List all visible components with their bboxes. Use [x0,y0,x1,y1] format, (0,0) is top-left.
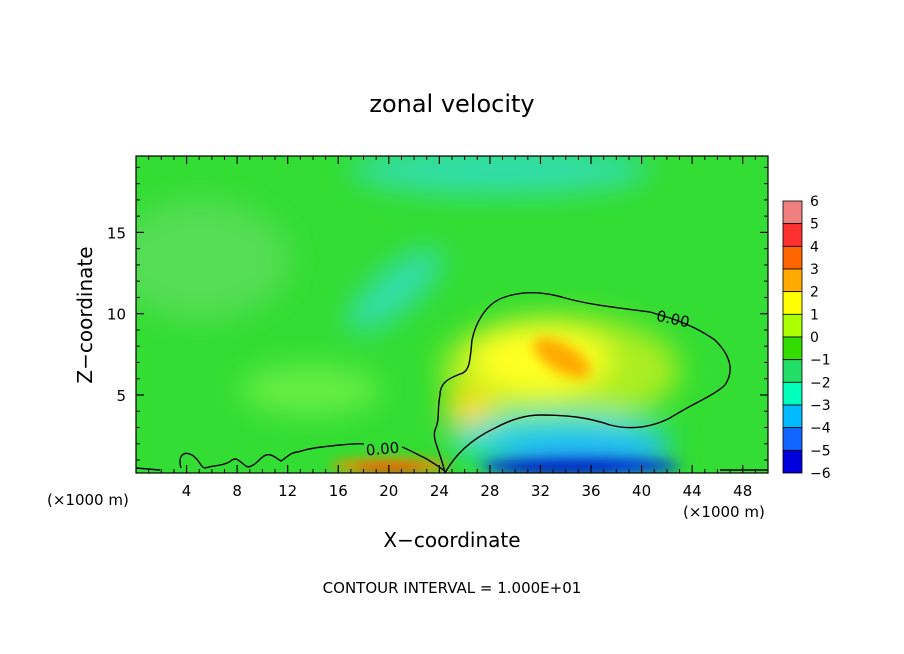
colorbar-label: 4 [810,239,819,255]
x-tick-label: 44 [683,482,702,500]
x-tick-label: 20 [379,482,398,500]
y-axis-ticks: 5 10 15 [107,166,768,461]
colorbar-label: −5 [810,443,831,459]
x-tick-label: 16 [329,482,348,500]
contour-label-lower: 0.00 [365,439,400,460]
colorbar-label: 2 [810,285,819,301]
x-tick-label: 28 [480,482,499,500]
y-tick-label: 10 [107,306,126,324]
colorbar-label: 1 [810,307,819,323]
colorbar-label: 3 [810,262,819,278]
contour-lines [136,291,768,473]
x-tick-label: 32 [531,482,550,500]
colorbar-label: 5 [810,217,819,233]
x-tick-label: 12 [278,482,297,500]
colorbar-label: 0 [810,330,819,346]
x-tick-label: 8 [232,482,242,500]
colorbar: 6 5 4 3 2 1 0 −1 −2 −3 −4 −5 −6 [782,194,831,482]
y-tick-label: 5 [116,387,126,405]
x-tick-label: 24 [430,482,449,500]
x-axis-ticks: 4 8 12 16 20 24 28 32 36 40 44 48 [148,156,756,500]
colorbar-swatch [782,291,803,315]
colorbar-label: 6 [810,194,819,210]
colorbar-swatch [782,449,803,474]
contour-interval-note: CONTOUR INTERVAL = 1.000E+01 [323,579,582,597]
colorbar-swatch [782,200,803,225]
x-tick-label: 48 [733,482,752,500]
colorbar-label: −3 [810,398,831,414]
colorbar-label: −6 [810,466,831,482]
x-units-left: (×1000 m) [47,491,129,509]
zero-contour-upper [433,291,731,473]
chart-title: zonal velocity [369,90,534,118]
colorbar-swatch [782,268,803,293]
colorbar-swatch [782,427,803,451]
y-tick-label: 15 [107,224,126,242]
colorbar-swatch [782,336,803,361]
contour-field [136,156,768,473]
contour-label-group: 0.00 0.00 [365,307,691,460]
colorbar-swatch [782,381,803,406]
colorbar-swatch [782,313,803,338]
colorbar-label: −1 [810,353,831,369]
colorbar-swatch [782,223,803,247]
colorbar-swatch [782,245,803,270]
y-axis-label: Z−coordinate [73,246,97,383]
x-axis-label: X−coordinate [383,528,520,552]
colorbar-swatch [782,359,803,383]
x-units-right: (×1000 m) [683,503,765,521]
zero-contour-lower [136,442,768,472]
colorbar-label: −2 [810,375,831,391]
x-tick-label: 4 [182,482,192,500]
colorbar-label: −4 [810,421,831,437]
colorbar-swatch [782,404,803,429]
x-tick-label: 40 [632,482,651,500]
x-tick-label: 36 [581,482,600,500]
